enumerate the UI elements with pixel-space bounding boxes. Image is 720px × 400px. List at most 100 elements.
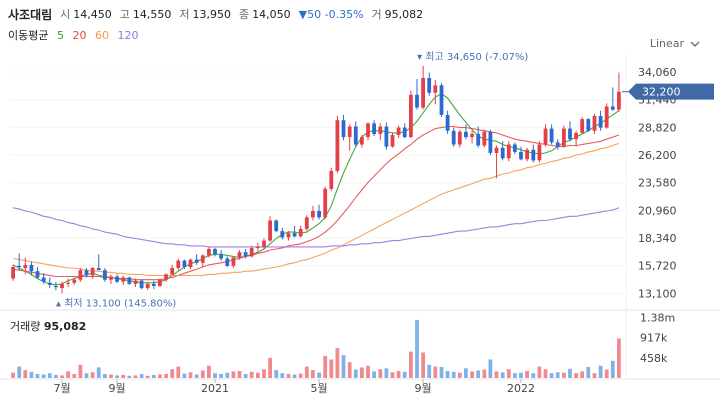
volume-bar[interactable]: [451, 371, 456, 378]
volume-bar[interactable]: [470, 371, 474, 378]
volume-bar[interactable]: [151, 374, 156, 378]
candle-body[interactable]: [256, 246, 260, 248]
volume-bar[interactable]: [525, 371, 529, 378]
candle-body[interactable]: [470, 133, 474, 138]
volume-bar[interactable]: [574, 373, 578, 378]
volume-bar[interactable]: [78, 364, 83, 378]
volume-bar[interactable]: [23, 370, 28, 378]
candle-body[interactable]: [268, 220, 272, 241]
candle-body[interactable]: [84, 270, 89, 276]
volume-bar[interactable]: [41, 374, 46, 379]
volume-bar[interactable]: [17, 366, 22, 378]
candle-body[interactable]: [292, 233, 297, 237]
candle-body[interactable]: [353, 126, 358, 145]
volume-bar[interactable]: [11, 372, 15, 378]
candle-body[interactable]: [225, 258, 230, 266]
candle-body[interactable]: [366, 123, 370, 138]
candle-body[interactable]: [274, 220, 279, 232]
volume-bar[interactable]: [433, 366, 438, 378]
candle-body[interactable]: [72, 279, 77, 283]
candle-body[interactable]: [176, 260, 181, 268]
volume-bar[interactable]: [84, 373, 89, 378]
candle-body[interactable]: [421, 78, 425, 108]
volume-bar[interactable]: [109, 374, 113, 379]
candle-body[interactable]: [298, 229, 303, 237]
volume-bar[interactable]: [96, 367, 101, 378]
candle-body[interactable]: [17, 265, 22, 267]
volume-bar[interactable]: [225, 372, 230, 378]
volume-bar[interactable]: [188, 372, 193, 378]
ma-5-toggle[interactable]: 5: [56, 29, 64, 42]
volume-bar[interactable]: [390, 372, 395, 378]
candle-body[interactable]: [427, 78, 432, 93]
volume-bar[interactable]: [586, 367, 591, 378]
candle-body[interactable]: [262, 240, 266, 247]
volume-bar[interactable]: [335, 348, 340, 378]
candle-body[interactable]: [488, 131, 493, 153]
candle-body[interactable]: [562, 128, 566, 147]
candle-body[interactable]: [11, 267, 15, 279]
volume-bar[interactable]: [568, 368, 572, 378]
volume-bar[interactable]: [329, 359, 334, 379]
volume-bar[interactable]: [372, 371, 376, 378]
volume-bar[interactable]: [158, 374, 162, 379]
volume-bar[interactable]: [35, 374, 40, 378]
volume-bar[interactable]: [610, 360, 615, 378]
volume-bar[interactable]: [604, 369, 609, 378]
volume-bar[interactable]: [292, 374, 297, 379]
volume-bar[interactable]: [366, 365, 370, 378]
candle-body[interactable]: [586, 119, 591, 131]
candle-body[interactable]: [500, 147, 505, 159]
candle-body[interactable]: [451, 130, 456, 145]
candle-body[interactable]: [604, 106, 609, 128]
candle-body[interactable]: [103, 270, 107, 280]
candle-body[interactable]: [219, 254, 223, 259]
candle-body[interactable]: [531, 149, 536, 161]
candle-body[interactable]: [568, 128, 572, 140]
volume-bar[interactable]: [176, 366, 181, 378]
volume-bar[interactable]: [598, 365, 603, 378]
volume-bar[interactable]: [121, 374, 126, 378]
candle-body[interactable]: [109, 276, 113, 280]
candle-body[interactable]: [158, 279, 162, 286]
candle-body[interactable]: [29, 264, 34, 272]
volume-bar[interactable]: [145, 375, 150, 378]
candle-body[interactable]: [243, 252, 248, 257]
volume-bar[interactable]: [219, 374, 223, 378]
scale-dropdown[interactable]: Linear: [650, 37, 700, 50]
volume-bar[interactable]: [298, 373, 303, 378]
candle-body[interactable]: [378, 126, 383, 134]
volume-bar[interactable]: [360, 367, 364, 378]
candle-body[interactable]: [188, 259, 193, 267]
volume-bar[interactable]: [139, 374, 144, 378]
candle-body[interactable]: [133, 280, 138, 284]
volume-bar[interactable]: [384, 368, 389, 378]
candle-body[interactable]: [610, 106, 615, 110]
candle-body[interactable]: [249, 248, 254, 257]
volume-bar[interactable]: [249, 371, 254, 378]
candle-body[interactable]: [194, 259, 199, 263]
ma-120-toggle[interactable]: 120: [117, 29, 139, 42]
volume-bar[interactable]: [213, 373, 217, 378]
volume-bar[interactable]: [237, 371, 242, 378]
volume-bar[interactable]: [243, 374, 248, 378]
candle-body[interactable]: [90, 268, 95, 276]
volume-bar[interactable]: [200, 370, 205, 379]
ma-20-toggle[interactable]: 20: [72, 29, 87, 42]
volume-bar[interactable]: [90, 372, 95, 378]
candle-body[interactable]: [286, 233, 291, 238]
volume-bar[interactable]: [580, 371, 585, 378]
volume-bar[interactable]: [304, 366, 309, 378]
candle-body[interactable]: [213, 249, 217, 255]
volume-bar[interactable]: [457, 372, 462, 378]
candle-body[interactable]: [513, 144, 517, 152]
candle-body[interactable]: [66, 282, 70, 284]
volume-bar[interactable]: [170, 369, 175, 378]
candle-body[interactable]: [384, 126, 389, 147]
candle-body[interactable]: [549, 128, 554, 143]
volume-bar[interactable]: [231, 371, 236, 378]
candle-body[interactable]: [598, 116, 603, 128]
candle-body[interactable]: [592, 116, 597, 131]
candle-body[interactable]: [439, 85, 444, 115]
volume-bar[interactable]: [182, 373, 187, 378]
